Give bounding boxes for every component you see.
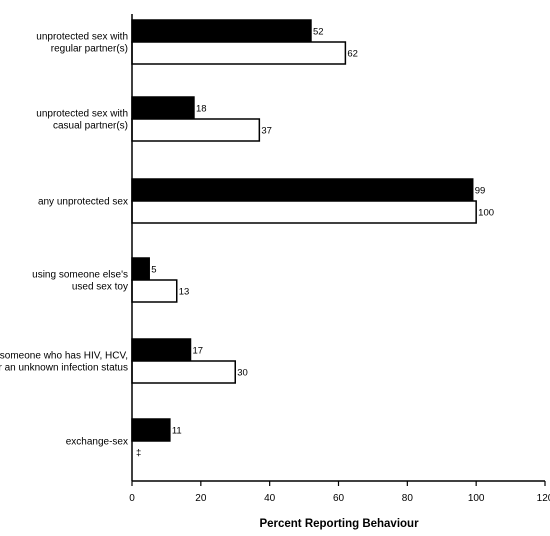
x-tick-label-120: 120 bbox=[537, 493, 550, 504]
bar-series1-cat3 bbox=[131, 178, 474, 202]
value-label-series1-cat6: 11 bbox=[172, 426, 182, 437]
bar-series2-cat5 bbox=[131, 360, 236, 384]
value-label-series2-cat6: ‡ bbox=[136, 448, 141, 459]
value-labels: 52 62 18 37 99 100 5 13 17 30 11 ‡ bbox=[136, 27, 494, 459]
category-label-5-line-1: sex with someone who has HIV, HCV, bbox=[0, 351, 128, 362]
category-label-2-line-1: unprotected sex with bbox=[36, 109, 128, 120]
category-label-4-line-1: using someone else's bbox=[32, 270, 128, 281]
bar-series2-cat2 bbox=[131, 118, 261, 142]
value-label-series1-cat1: 52 bbox=[313, 27, 324, 38]
bars-group bbox=[131, 19, 477, 442]
value-label-series2-cat1: 62 bbox=[347, 49, 358, 60]
bar-series1-cat1 bbox=[131, 19, 312, 43]
value-label-series2-cat2: 37 bbox=[261, 126, 272, 137]
x-tick-label-80: 80 bbox=[402, 493, 414, 504]
value-label-series2-cat3: 100 bbox=[478, 208, 494, 219]
bar-series2-cat3 bbox=[131, 200, 477, 224]
bar-series1-cat4 bbox=[131, 257, 150, 281]
category-label-4-line-2: used sex toy bbox=[72, 282, 128, 293]
bar-series1-cat6 bbox=[131, 418, 171, 442]
x-tick-label-40: 40 bbox=[264, 493, 276, 504]
x-tick-label-20: 20 bbox=[195, 493, 207, 504]
value-label-series2-cat4: 13 bbox=[179, 287, 190, 298]
bar-series1-cat2 bbox=[131, 96, 195, 120]
value-label-series1-cat3: 99 bbox=[475, 186, 486, 197]
bar-series2-cat4 bbox=[131, 279, 178, 303]
bar-series2-cat1 bbox=[131, 41, 347, 65]
category-label-1-line-2: regular partner(s) bbox=[51, 44, 128, 55]
bar-series1-cat5 bbox=[131, 338, 192, 362]
x-axis-ticks: 0 20 40 60 80 100 120 bbox=[129, 481, 550, 504]
value-label-series1-cat4: 5 bbox=[151, 265, 156, 276]
x-tick-label-100: 100 bbox=[468, 493, 485, 504]
x-tick-label-60: 60 bbox=[333, 493, 345, 504]
category-label-1-line-1: unprotected sex with bbox=[36, 32, 128, 43]
x-tick-label-0: 0 bbox=[129, 493, 135, 504]
category-label-3-line-1: any unprotected sex bbox=[38, 197, 128, 208]
category-label-5-line-2: an STI, or an unknown infection status bbox=[0, 363, 128, 374]
x-axis-title: Percent Reporting Behaviour bbox=[259, 518, 419, 530]
category-label-2-line-2: casual partner(s) bbox=[53, 121, 128, 132]
value-label-series1-cat2: 18 bbox=[196, 104, 207, 115]
category-label-6-line-1: exchange-sex bbox=[66, 437, 128, 448]
value-label-series1-cat5: 17 bbox=[193, 346, 204, 357]
value-label-series2-cat5: 30 bbox=[237, 368, 248, 379]
